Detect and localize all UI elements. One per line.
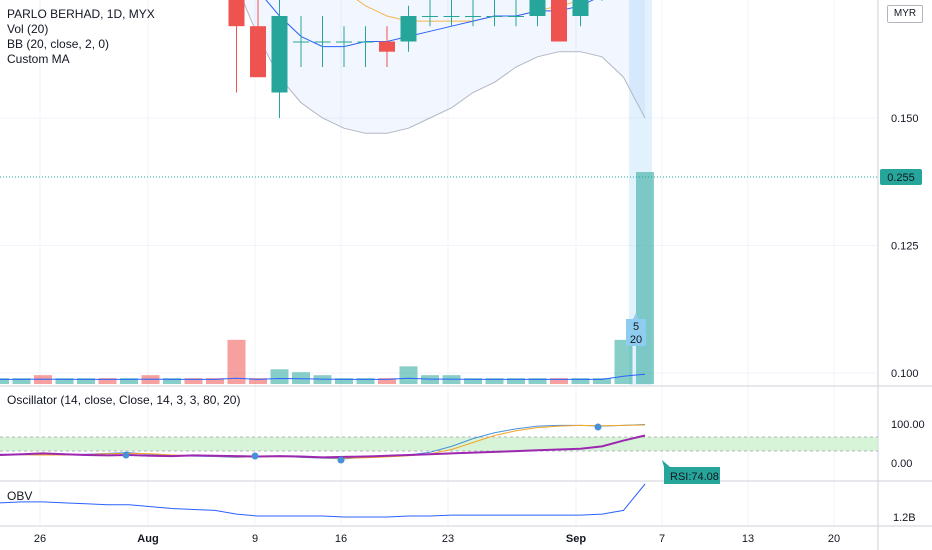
time-tick: 23 — [442, 533, 454, 545]
signal-box-top: 5 — [633, 321, 639, 333]
volume-bar — [464, 378, 482, 384]
volume-bar — [571, 378, 590, 384]
volume-bar — [120, 378, 138, 384]
candles — [228, 0, 603, 118]
candle-body — [400, 16, 417, 42]
signal-box: 5 20 — [626, 313, 646, 346]
volume-bars — [0, 172, 654, 384]
volume-bar — [98, 378, 117, 384]
candle-body — [443, 16, 460, 17]
volume-bar — [249, 378, 267, 384]
price-pane[interactable] — [0, 0, 878, 385]
candle-body — [486, 16, 503, 17]
obv-axis[interactable]: 1.2B — [893, 512, 916, 524]
price-tick: 0.125 — [891, 241, 919, 253]
legend-custom-ma: Custom MA — [7, 52, 70, 66]
bb-fill — [242, 0, 645, 134]
volume-bar — [399, 366, 418, 384]
volume-bar — [227, 339, 246, 384]
rsi-tag-label: RSI:74.08 — [670, 471, 719, 483]
price-tick: 0.150 — [891, 113, 919, 125]
price-tick: 0.100 — [891, 368, 919, 380]
time-tick: Aug — [137, 533, 158, 545]
time-tick: 7 — [659, 533, 665, 545]
legend-bb: BB (20, close, 2, 0) — [7, 37, 110, 51]
oscillator-band — [0, 437, 878, 451]
volume-bar — [485, 378, 504, 384]
candle-body — [293, 41, 309, 43]
obv-line — [0, 483, 646, 518]
candle-body — [379, 41, 395, 52]
volume-bar — [356, 378, 375, 384]
chart-legend: PARLO BERHAD, 1D, MYX Vol (20) BB (20, c… — [7, 7, 155, 67]
time-tick: 13 — [742, 533, 754, 545]
obv-title: OBV — [7, 489, 33, 503]
volume-bar — [12, 378, 31, 384]
volume-bar — [528, 378, 547, 384]
legend-volume: Vol (20) — [7, 22, 49, 36]
candle-body — [529, 0, 546, 16]
candle-body — [572, 0, 589, 16]
oscillator-lines — [0, 424, 646, 460]
candle-body — [250, 26, 266, 78]
volume-bar — [593, 378, 611, 384]
price-tag-label: 0.255 — [887, 172, 915, 184]
signal-box-bottom: 20 — [630, 334, 642, 346]
time-tick: 26 — [34, 533, 46, 545]
time-tick: 9 — [252, 533, 258, 545]
oscillator-title: Oscillator (14, close, Close, 14, 3, 3, … — [7, 393, 241, 407]
currency-label[interactable]: MYR — [887, 5, 923, 23]
candle-body — [465, 16, 481, 17]
bb-lower-line — [242, 0, 646, 134]
volume-bar — [550, 378, 568, 384]
bb-band — [242, 0, 645, 134]
oscillator-dots — [122, 423, 602, 464]
candle-body — [357, 41, 374, 43]
volume-bar — [507, 378, 525, 384]
oscillator-axis[interactable]: 100.00 0.00 — [891, 419, 925, 470]
volume-bar — [270, 369, 289, 384]
time-axis[interactable]: 26 Aug 9 16 23 Sep 7 13 20 — [34, 533, 840, 545]
oscillator-dot — [122, 451, 130, 459]
oscillator-pane[interactable]: RSI:74.08 — [0, 423, 878, 485]
volume-bar — [378, 378, 396, 384]
candle-body — [508, 16, 524, 17]
oscillator-dot — [337, 456, 345, 464]
oscillator-dot — [251, 452, 259, 460]
oscillator-dot — [594, 423, 602, 431]
oscillator-tick-100: 100.00 — [891, 419, 925, 431]
volume-bar — [0, 378, 9, 384]
time-tick: Sep — [566, 533, 586, 545]
volume-bar — [163, 378, 181, 384]
time-tick: 16 — [335, 533, 347, 545]
obv-tick: 1.2B — [893, 512, 916, 524]
volume-bar — [206, 378, 224, 384]
rsi-tag: RSI:74.08 — [662, 460, 720, 484]
time-tick: 20 — [828, 533, 840, 545]
volume-bar — [636, 172, 654, 384]
volume-bar — [335, 378, 353, 384]
candle-body — [336, 41, 352, 43]
candle-body — [551, 0, 567, 42]
oscillator-rsi-line — [0, 434, 646, 459]
volume-bar — [77, 378, 95, 384]
candle-body — [314, 41, 331, 43]
candle-body — [422, 16, 438, 17]
candle-body — [271, 16, 288, 93]
volume-bar — [614, 339, 633, 384]
volume-ma-line — [0, 373, 646, 380]
obv-pane[interactable] — [0, 483, 646, 518]
legend-title: PARLO BERHAD, 1D, MYX — [7, 7, 155, 21]
volume-bar — [184, 378, 203, 384]
price-axis[interactable]: 0.1000.1250.1500.1750.2000.2250.2500.275… — [891, 0, 919, 380]
obv-series-line — [0, 483, 646, 518]
candle-body — [228, 0, 245, 27]
price-tag: 0.255 — [880, 169, 922, 185]
volume-bar — [292, 372, 310, 384]
price-tag-bg — [880, 169, 922, 185]
volume-bar — [55, 378, 74, 384]
oscillator-tick-0: 0.00 — [891, 458, 912, 470]
